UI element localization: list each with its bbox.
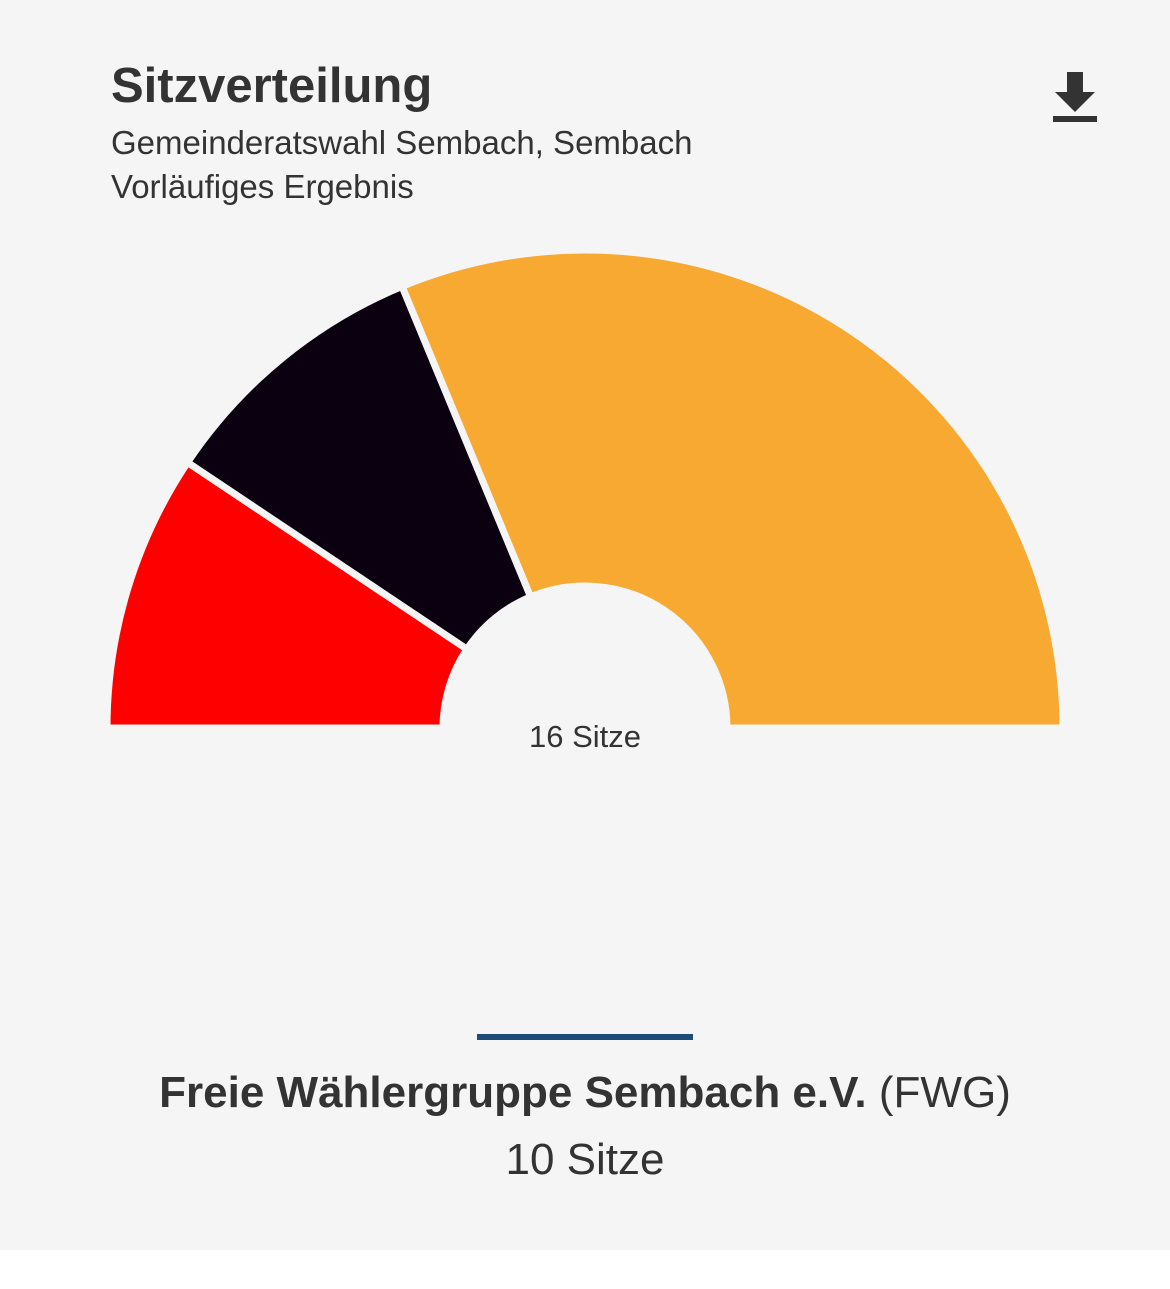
party-name: Freie Wählergruppe Sembach e.V. — [159, 1068, 867, 1117]
election-name: Gemeinderatswahl Sembach, Sembach — [111, 124, 693, 161]
seat-distribution-card: Sitzverteilung Gemeinderatswahl Sembach,… — [0, 59, 1170, 1184]
download-button[interactable] — [1044, 66, 1106, 128]
selection-indicator — [477, 1034, 693, 1040]
party-seats: 10 Sitze — [505, 1135, 665, 1184]
subtitle: Gemeinderatswahl Sembach, Sembach Vorläu… — [111, 121, 692, 209]
slice-party-2[interactable] — [182, 281, 536, 654]
total-seats-label: 16 Sitze — [529, 719, 641, 754]
seat-chart: 16 Sitze — [103, 246, 1067, 754]
download-icon — [1053, 72, 1097, 122]
result-status: Vorläufiges Ergebnis — [111, 168, 414, 205]
party-abbr: (FWG) — [878, 1068, 1011, 1117]
selected-party: Freie Wählergruppe Sembach e.V. (FWG) — [0, 1062, 1170, 1124]
slice-party-3[interactable] — [397, 246, 1067, 732]
slice-party-1[interactable] — [103, 457, 472, 732]
page-title: Sitzverteilung — [111, 59, 433, 113]
